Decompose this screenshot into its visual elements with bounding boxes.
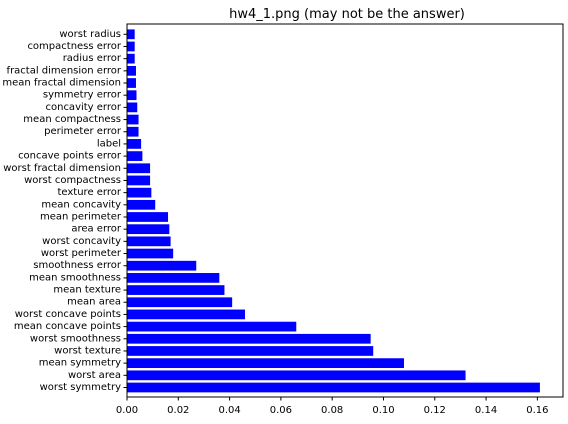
bar	[127, 53, 135, 64]
y-tick-label: worst radius	[59, 29, 121, 40]
y-tick-label: area error	[71, 224, 122, 235]
bar	[127, 248, 174, 259]
x-ticks: 0.00 0.02 0.04 0.06 0.08 0.10 0.12 0.14 0.16	[116, 397, 548, 416]
bar	[127, 321, 297, 332]
bar	[127, 29, 135, 40]
x-tick-label: 0.12	[424, 405, 446, 416]
y-tick-label: worst concavity	[42, 236, 121, 247]
bar	[127, 370, 466, 381]
bar	[127, 187, 152, 198]
y-tick-label: radius error	[63, 53, 122, 64]
x-tick-label: 0.10	[372, 405, 394, 416]
bar	[127, 78, 136, 88]
x-tick-label: 0.00	[116, 405, 138, 416]
chart-title: hw4_1.png (may not be the answer)	[229, 7, 465, 22]
y-tick-label: smoothness error	[33, 260, 122, 271]
y-tick-label: worst smoothness	[30, 333, 121, 344]
bar	[127, 126, 139, 137]
bar	[127, 382, 540, 393]
bars-group	[127, 29, 540, 393]
y-tick-label: texture error	[57, 187, 121, 198]
y-tick-label: worst symmetry	[40, 382, 122, 393]
y-tick-label: worst area	[68, 370, 121, 381]
y-tick-label: mean compactness	[23, 114, 121, 125]
y-tick-label: fractal dimension error	[7, 65, 122, 76]
x-tick-label: 0.06	[270, 405, 292, 416]
x-tick-label: 0.02	[167, 405, 189, 416]
y-tick-label: compactness error	[27, 41, 121, 52]
bar	[127, 90, 137, 101]
y-tick-label: worst concave points	[15, 309, 121, 320]
bar	[127, 273, 220, 283]
x-tick-label: 0.14	[475, 405, 497, 416]
y-tick-label: mean concave points	[14, 321, 121, 332]
y-tick-label: mean area	[67, 297, 121, 308]
y-tick-label: mean symmetry	[39, 358, 121, 369]
bar	[127, 346, 374, 356]
y-tick-label: worst texture	[54, 345, 121, 356]
bar	[127, 285, 225, 295]
bar	[127, 199, 156, 210]
x-tick-label: 0.08	[321, 405, 343, 416]
bar	[127, 212, 169, 222]
plot-frame	[126, 23, 564, 398]
bar	[127, 236, 171, 247]
y-tick-label: label	[97, 138, 121, 149]
y-tick-label: concavity error	[45, 102, 121, 113]
y-tick-label: mean concavity	[41, 199, 121, 210]
y-tick-label: mean texture	[53, 285, 121, 296]
bar	[127, 260, 197, 271]
bar	[127, 65, 136, 76]
bar	[127, 41, 135, 52]
bar	[127, 309, 245, 320]
y-tick-label: mean smoothness	[29, 272, 121, 283]
y-tick-label: worst perimeter	[41, 248, 122, 259]
y-tick-label: perimeter error	[44, 126, 122, 137]
y-tick-label: concave points error	[18, 151, 122, 162]
bar	[127, 358, 404, 369]
bar	[127, 114, 139, 125]
bar	[127, 163, 151, 174]
x-tick-label: 0.16	[526, 405, 548, 416]
bar	[127, 297, 233, 308]
bar	[127, 333, 371, 344]
y-tick-label: mean perimeter	[40, 211, 122, 222]
bar	[127, 175, 151, 186]
bar	[127, 224, 170, 235]
bar	[127, 102, 138, 113]
y-tick-label: worst compactness	[24, 175, 121, 186]
x-tick-label: 0.04	[218, 405, 240, 416]
bar	[127, 151, 143, 161]
y-tick-label: mean fractal dimension	[2, 78, 121, 89]
bar	[127, 139, 142, 149]
y-tick-label: symmetry error	[43, 90, 122, 101]
y-tick-label: worst fractal dimension	[3, 163, 121, 174]
